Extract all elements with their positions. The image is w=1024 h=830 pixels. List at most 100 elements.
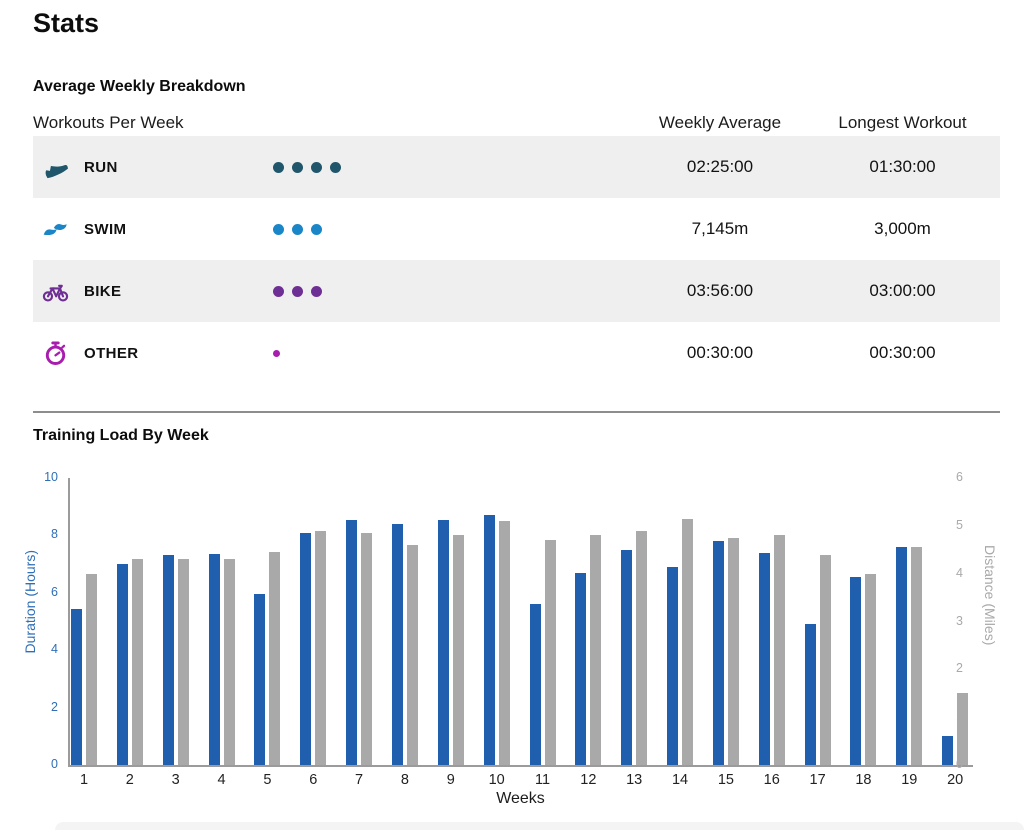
duration-bar-week-14 — [667, 566, 679, 765]
x-tick-week-17: 17 — [809, 772, 826, 788]
duration-bar-week-20 — [942, 736, 954, 765]
distance-bar-week-2 — [131, 559, 143, 765]
distance-bar-week-3 — [177, 559, 189, 765]
x-tick-week-11: 11 — [534, 772, 551, 788]
column-header-weekly-average: Weekly Average — [658, 113, 782, 132]
duration-bar-week-16 — [758, 552, 770, 765]
duration-bar-week-10 — [483, 515, 495, 765]
x-tick-week-14: 14 — [671, 772, 689, 788]
distance-bar-week-6 — [315, 530, 327, 765]
duration-bar-week-17 — [804, 624, 816, 765]
distance-bar-week-8 — [406, 544, 418, 765]
swim-longest-workout: 3,000m — [874, 219, 931, 238]
distance-bar-week-16 — [773, 535, 785, 765]
x-tick-week-18: 18 — [855, 772, 872, 788]
table-row-bike: BIKE 03:56:00 03:00:00 — [33, 260, 1000, 322]
y-tick-left-10: 10 — [44, 470, 58, 484]
run-shoe-icon — [42, 154, 69, 181]
y-tick-right-3: 3 — [956, 613, 963, 628]
y-tick-left-0: 0 — [51, 757, 58, 771]
x-tick-week-13: 13 — [626, 772, 643, 788]
duration-bar-week-18 — [850, 577, 862, 765]
next-section-edge — [55, 822, 1024, 830]
distance-bar-week-14 — [682, 518, 694, 765]
distance-bar-week-5 — [269, 552, 281, 765]
duration-bar-week-2 — [116, 564, 128, 765]
workout-dot — [311, 223, 322, 235]
duration-bar-week-15 — [712, 541, 724, 765]
table-row-swim: SWIM 7,145m 3,000m — [33, 198, 1000, 260]
distance-bar-week-13 — [636, 530, 648, 765]
swim-weekly-average: 7,145m — [691, 219, 749, 238]
x-tick-week-7: 7 — [355, 772, 364, 788]
x-tick-week-6: 6 — [309, 772, 318, 788]
workout-dot — [292, 285, 303, 297]
x-tick-week-10: 10 — [488, 772, 505, 788]
swim-wave-icon — [42, 216, 69, 243]
y-tick-right-4: 4 — [956, 565, 963, 580]
duration-bar-week-12 — [575, 572, 587, 765]
y-tick-right-6: 6 — [956, 470, 963, 484]
x-tick-week-12: 12 — [580, 772, 597, 788]
column-header-longest-workout: Longest Workout — [838, 113, 967, 132]
y-tick-left-6: 6 — [51, 584, 58, 599]
breakdown-table-header: Workouts Per Week Weekly Average Longest… — [33, 110, 1000, 136]
bike-longest-workout: 03:00:00 — [869, 281, 936, 300]
bike-workout-dots — [273, 285, 635, 297]
distance-bar-week-12 — [590, 535, 602, 765]
duration-bar-week-19 — [896, 546, 908, 765]
distance-bar-week-9 — [452, 535, 464, 765]
run-weekly-average: 02:25:00 — [686, 157, 754, 176]
workout-dot — [311, 161, 322, 173]
x-tick-week-8: 8 — [400, 772, 409, 788]
x-tick-week-19: 19 — [901, 772, 918, 788]
workout-dot — [330, 161, 341, 173]
x-tick-week-1: 1 — [79, 772, 89, 788]
workout-dot — [273, 223, 284, 235]
distance-bar-week-4 — [223, 559, 235, 765]
duration-bar-week-13 — [621, 549, 633, 765]
x-tick-week-3: 3 — [171, 772, 180, 788]
y-tick-left-4: 4 — [51, 642, 58, 657]
training-load-chart: Duration (Hours) Distance (Miles) Weeks … — [0, 450, 1024, 820]
bike-weekly-average: 03:56:00 — [686, 281, 754, 300]
distance-bar-week-15 — [727, 537, 739, 765]
x-tick-week-16: 16 — [763, 772, 780, 788]
distance-bar-week-20 — [957, 693, 969, 765]
duration-bar-week-5 — [254, 594, 266, 765]
workout-dot — [273, 285, 284, 297]
page-title: Stats — [33, 8, 100, 38]
duration-bar-week-6 — [300, 532, 312, 765]
duration-bar-week-1 — [71, 608, 82, 765]
distance-bar-week-10 — [498, 521, 510, 765]
x-tick-week-5: 5 — [263, 772, 272, 788]
distance-bar-week-1 — [86, 573, 97, 765]
distance-bar-week-19 — [911, 547, 923, 765]
swim-workout-dots — [273, 223, 635, 235]
section-title-average-weekly-breakdown: Average Weekly Breakdown — [33, 78, 246, 95]
column-header-workouts-per-week: Workouts Per Week — [33, 113, 184, 132]
duration-bar-week-9 — [437, 519, 449, 765]
workout-dot — [292, 161, 303, 173]
distance-bar-week-7 — [361, 533, 373, 765]
stopwatch-icon — [42, 340, 69, 367]
x-tick-week-9: 9 — [446, 772, 455, 788]
y-axis-label-duration: Duration (Hours) — [22, 550, 38, 654]
average-weekly-breakdown-section: Average Weekly Breakdown Workouts Per We… — [33, 78, 1000, 384]
duration-bar-week-8 — [391, 523, 403, 765]
x-tick-week-20: 20 — [947, 772, 964, 788]
table-row-run: RUN 02:25:00 01:30:00 — [33, 136, 1000, 198]
sport-label-run: RUN — [84, 158, 118, 176]
duration-bar-week-3 — [162, 555, 174, 765]
chart-title-training-load-by-week: Training Load By Week — [33, 427, 209, 444]
y-axis-label-distance: Distance (Miles) — [982, 545, 998, 646]
sport-label-bike: BIKE — [84, 282, 122, 300]
y-tick-left-8: 8 — [51, 527, 58, 542]
duration-bar-week-7 — [346, 519, 358, 765]
other-longest-workout: 00:30:00 — [869, 343, 936, 362]
x-tick-week-4: 4 — [217, 772, 226, 788]
sport-label-other: OTHER — [84, 344, 139, 362]
workout-dot — [311, 285, 322, 297]
y-tick-right-5: 5 — [956, 517, 963, 532]
other-workout-dots — [273, 349, 635, 357]
